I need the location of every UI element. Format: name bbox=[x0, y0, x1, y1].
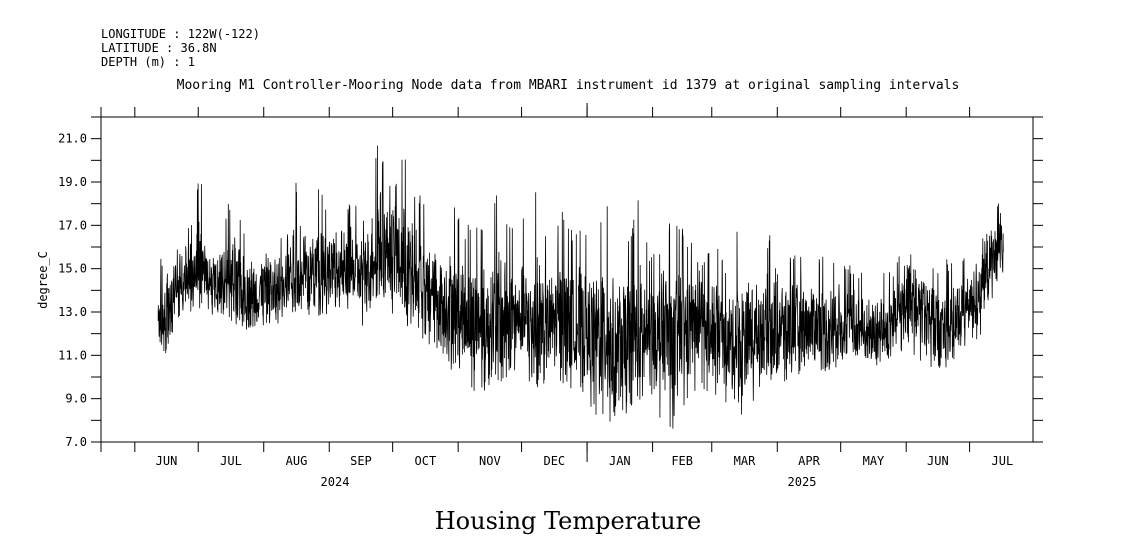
x-month-label: OCT bbox=[415, 454, 437, 468]
x-month-label: NOV bbox=[479, 454, 501, 468]
x-month-label: JAN bbox=[609, 454, 631, 468]
x-month-label: JUL bbox=[220, 454, 242, 468]
x-month-label: DEC bbox=[543, 454, 565, 468]
x-month-label: SEP bbox=[350, 454, 372, 468]
x-month-label: JUL bbox=[992, 454, 1014, 468]
x-month-label: AUG bbox=[286, 454, 308, 468]
y-tick-label: 21.0 bbox=[58, 132, 87, 146]
x-month-label: FEB bbox=[671, 454, 693, 468]
latitude-label: LATITUDE : 36.8N bbox=[101, 41, 217, 55]
y-tick-label: 7.0 bbox=[65, 435, 87, 449]
x-month-label: MAY bbox=[863, 454, 885, 468]
x-axis: JUN JUL AUG SEP OCT NOV DEC JAN FEB MAR APR MAY JUN J… bbox=[100, 103, 1014, 489]
chart-subtitle: Mooring M1 Controller-Mooring Node data … bbox=[177, 78, 960, 93]
y-tick-label: 11.0 bbox=[58, 348, 87, 362]
longitude-label: LONGITUDE : 122W(-122) bbox=[101, 27, 260, 41]
x-month-label: APR bbox=[798, 454, 820, 468]
x-month-label: MAR bbox=[734, 454, 756, 468]
y-tick-label: 17.0 bbox=[58, 218, 87, 232]
y-tick-label: 13.0 bbox=[58, 305, 87, 319]
plot-frame bbox=[100, 116, 1034, 443]
chart-title: Housing Temperature bbox=[435, 507, 702, 535]
x-year-label: 2025 bbox=[788, 475, 817, 489]
x-month-label: JUN bbox=[927, 454, 949, 468]
y-tick-label: 15.0 bbox=[58, 262, 87, 276]
y-axis: 7.0 9.0 11.0 13.0 15.0 17.0 19.0 21.0 bbox=[58, 116, 1043, 449]
y-tick-label: 9.0 bbox=[65, 392, 87, 406]
y-tick-label: 19.0 bbox=[58, 175, 87, 189]
series-line-housing-temperature bbox=[157, 145, 1004, 429]
x-month-label: JUN bbox=[156, 454, 178, 468]
depth-label: DEPTH (m) : 1 bbox=[101, 55, 195, 69]
series-layer bbox=[157, 145, 1004, 429]
x-year-label: 2024 bbox=[321, 475, 350, 489]
y-axis-label: degree_C bbox=[36, 251, 50, 309]
